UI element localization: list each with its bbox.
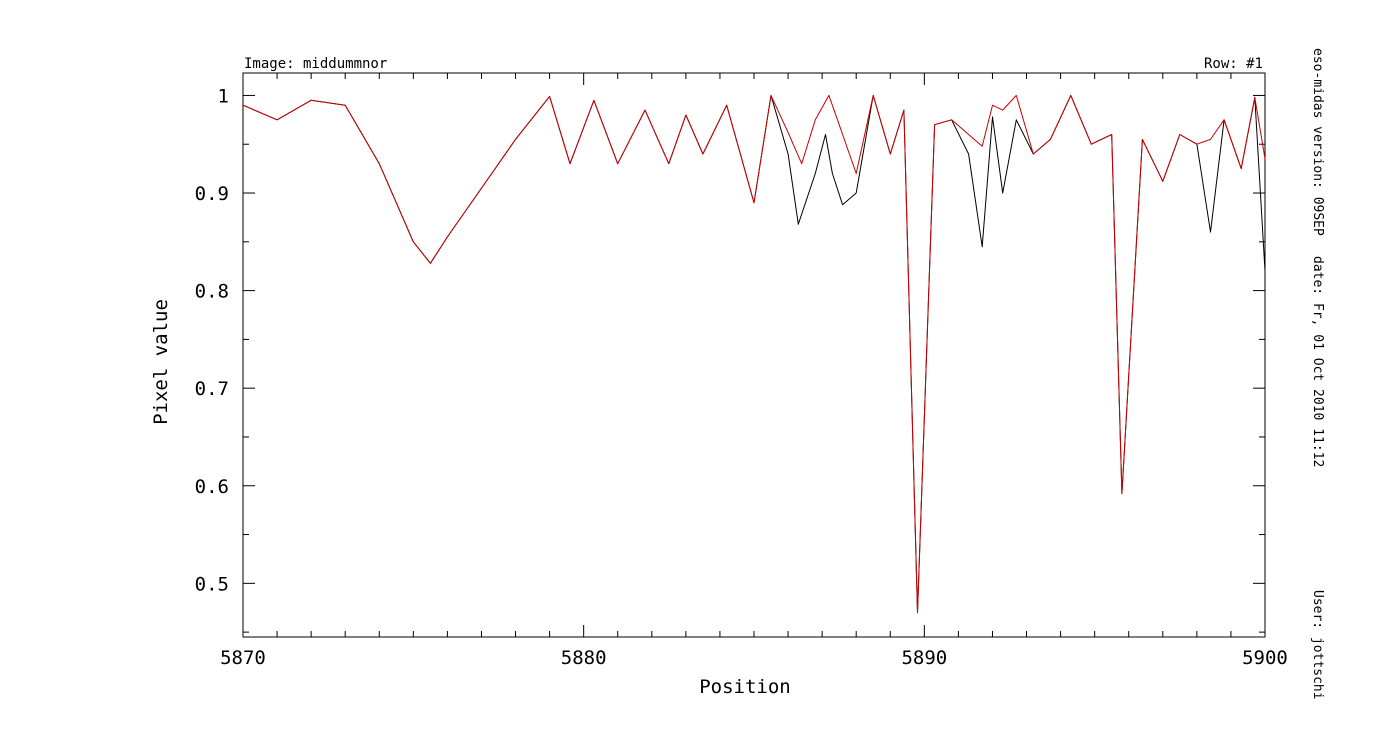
series-layer [242, 94, 1266, 614]
y-tick-label: 0.8 [195, 281, 229, 303]
version-label: eso-midas version: 09SEP [1310, 48, 1325, 236]
series-red-line [242, 94, 1266, 614]
date-label: date: Fr, 01 Oct 2010 11:12 [1310, 256, 1325, 467]
x-tick-label: 5890 [901, 647, 947, 669]
y-axis-label: Pixel value [150, 299, 172, 425]
x-tick-label: 5900 [1242, 647, 1288, 669]
axis-ticks [242, 73, 1266, 637]
y-tick-label: 0.9 [195, 183, 229, 205]
y-tick-label: 0.6 [195, 476, 229, 498]
plot-frame [242, 72, 1266, 638]
chart-title-left: Image: middummnor [244, 56, 387, 72]
y-tick-label: 0.7 [195, 378, 229, 400]
x-tick-label: 5870 [220, 647, 266, 669]
x-axis-label: Position [699, 676, 791, 698]
series-black-line [242, 94, 1266, 614]
x-tick-label: 5880 [561, 647, 607, 669]
y-tick-label: 0.5 [195, 573, 229, 595]
y-tick-label: 1 [218, 85, 229, 107]
chart-title-right: Row: #1 [1204, 56, 1263, 72]
user-label: User: jottschi [1310, 590, 1325, 700]
tick-labels: 5870 5880 5890 5900 0.5 0.6 0.7 0.8 0.9 1 [195, 85, 1288, 669]
